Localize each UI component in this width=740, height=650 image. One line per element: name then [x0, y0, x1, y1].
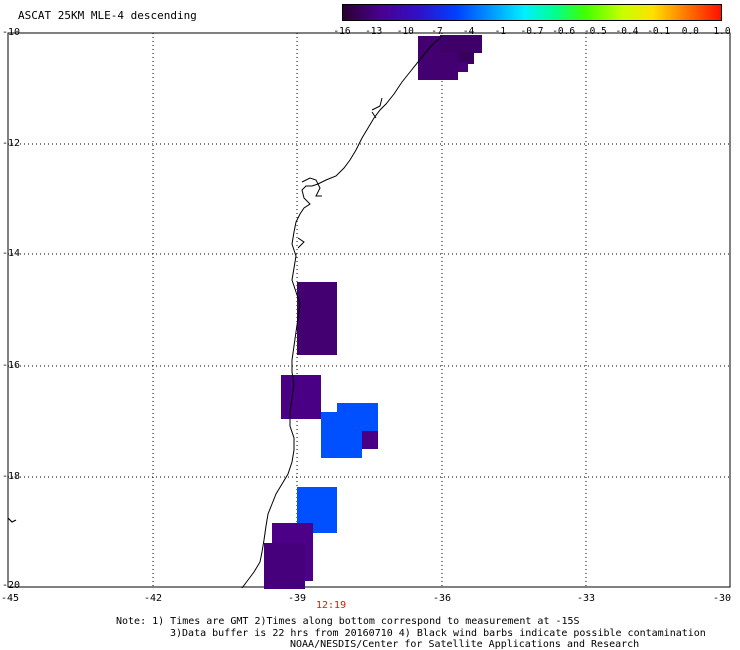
data-cells — [264, 35, 482, 589]
note-line-1: Note: 1) Times are GMT 2)Times along bot… — [116, 616, 580, 627]
lon-label-33: -33 — [576, 593, 596, 604]
lat-label-12: -12 — [2, 138, 21, 149]
note-line-2: 3)Data buffer is 22 hrs from 20160710 4)… — [170, 628, 706, 639]
map-title: ASCAT 25KM MLE-4 descending — [18, 9, 197, 22]
color-bar-label: -16 — [333, 26, 351, 37]
color-bar-label: -7 — [431, 26, 443, 37]
color-bar-label: -13 — [365, 26, 383, 37]
cell-south-2 — [362, 431, 378, 449]
color-bar-label: -4 — [462, 26, 475, 37]
color-bar-label: -0.5 — [583, 26, 607, 37]
color-bar-label: 1.0 — [713, 26, 731, 37]
note-line-3: NOAA/NESDIS/Center for Satellite Applica… — [290, 639, 640, 650]
cell-south-4 — [264, 543, 305, 589]
cell-north-3 — [458, 52, 474, 64]
lon-label-30: -30 — [712, 593, 732, 604]
grid-lines — [8, 33, 730, 587]
lat-label-20: -20 — [2, 580, 21, 591]
lat-label-10: -10 — [2, 27, 21, 38]
lon-label-36: -36 — [432, 593, 452, 604]
color-bar-label: -0.4 — [615, 26, 639, 37]
color-bar-gradient — [343, 5, 721, 20]
lon-label-42: -42 — [143, 593, 163, 604]
cell-north-4 — [458, 62, 468, 72]
coastline-bay — [297, 177, 322, 249]
cell-mid-1 — [297, 282, 337, 355]
wind-barb-mark — [7, 517, 17, 523]
color-bar-label: 0.0 — [681, 26, 699, 37]
time-label: 12:19 — [316, 600, 347, 611]
lat-label-16: -16 — [2, 360, 21, 371]
lon-label-45: -45 — [0, 593, 20, 604]
cell-south-1 — [281, 375, 321, 419]
color-bar-label: -0.7 — [520, 26, 544, 37]
lon-label-39: -39 — [287, 593, 307, 604]
lat-label-18: -18 — [2, 471, 21, 482]
color-bar-label: -1 — [494, 26, 507, 37]
color-bar-label: -10 — [396, 26, 414, 37]
coastline-detail — [371, 97, 383, 119]
color-bar — [342, 4, 722, 21]
color-bar-label: -0.1 — [647, 26, 671, 37]
coastline — [241, 35, 443, 589]
cell-blue-2 — [321, 412, 362, 458]
lat-label-14: -14 — [2, 248, 21, 259]
cell-north-2 — [440, 35, 482, 53]
color-bar-label: -0.6 — [552, 26, 576, 37]
plot-frame — [7, 32, 731, 588]
